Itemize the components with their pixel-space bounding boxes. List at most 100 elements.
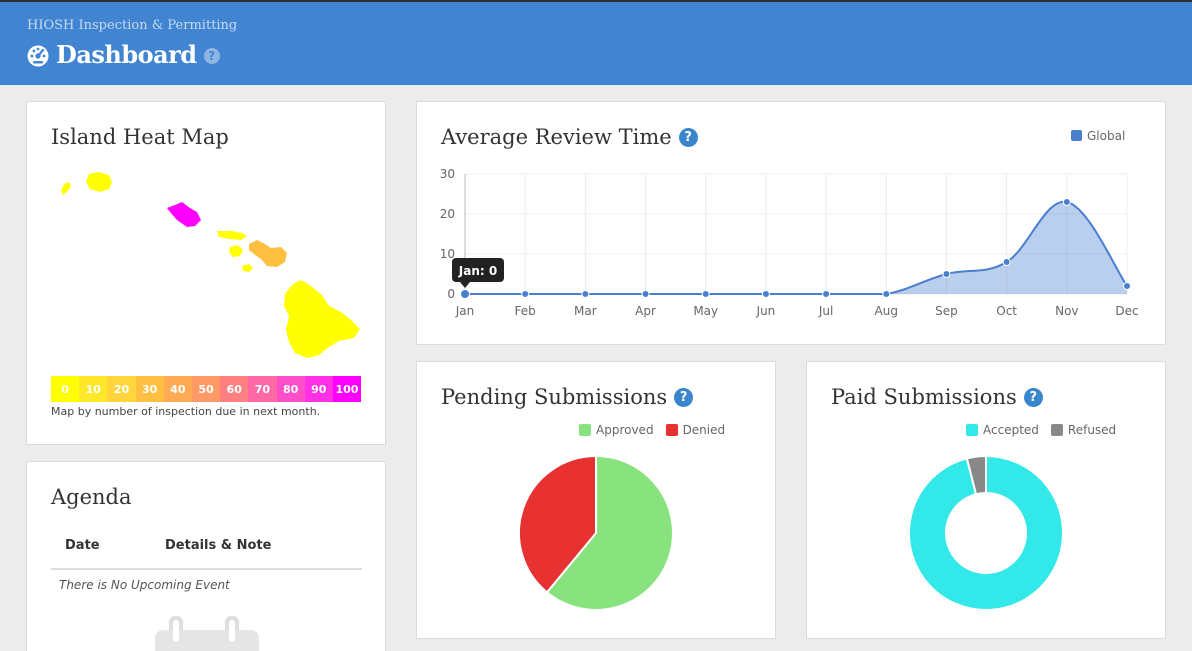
island-kahoolawe[interactable]: [242, 264, 253, 272]
pending-submissions-card: Pending Submissions ? Approved Denied: [416, 361, 776, 639]
legend-item-approved[interactable]: Approved: [579, 423, 654, 437]
legend-swatch: [1050, 424, 1063, 436]
island-molokai[interactable]: [217, 231, 247, 240]
tooltip-text: Jan: 0: [458, 264, 497, 278]
paid-donut-chart: [908, 454, 1064, 611]
legend-cell: 50: [191, 376, 221, 402]
paid-legend: Accepted Refused: [954, 423, 1116, 437]
legend-label: Accepted: [983, 423, 1039, 437]
data-point[interactable]: [761, 290, 770, 298]
legend-cell: 70: [248, 376, 277, 402]
legend-label: Refused: [1067, 423, 1117, 437]
legend-cell: 20: [107, 376, 136, 402]
legend-label: Denied: [682, 423, 726, 437]
data-point[interactable]: [581, 290, 590, 298]
x-tick-label: Aug: [875, 304, 898, 318]
island-oahu[interactable]: [167, 202, 201, 227]
y-tick-label: 0: [447, 287, 455, 301]
page-title: Dashboard: [56, 40, 197, 69]
review-time-title: Average Review Time: [441, 125, 672, 149]
app-name[interactable]: HIOSH Inspection & Permitting: [27, 18, 238, 33]
legend-label[interactable]: Global: [1087, 129, 1125, 143]
legend-cell: 40: [163, 376, 192, 402]
agenda-title: Agenda: [51, 485, 132, 509]
data-point[interactable]: [882, 290, 891, 298]
pending-legend: Approved Denied: [567, 423, 725, 437]
legend-cell: 60: [220, 376, 249, 402]
pending-title: Pending Submissions: [441, 385, 668, 409]
slice-denied[interactable]: [518, 454, 597, 594]
help-icon[interactable]: ?: [1023, 387, 1043, 407]
x-tick-label: Feb: [515, 304, 536, 318]
island-hawaii[interactable]: [284, 280, 360, 358]
agenda-col-details[interactable]: Details & Note: [165, 538, 272, 553]
tooltip: [452, 258, 504, 282]
hawaii-map: [61, 172, 360, 358]
slice-approved[interactable]: [545, 454, 674, 611]
data-point[interactable]: [1123, 282, 1131, 290]
x-tick-label: Oct: [996, 304, 1017, 318]
legend-label: Approved: [596, 423, 654, 437]
agenda-col-date[interactable]: Date: [65, 538, 100, 553]
heat-map-legend: 0 10 20 30 40 50 60 70 80 90 100: [51, 376, 362, 402]
island-maui[interactable]: [249, 240, 287, 267]
title-row: Dashboard ?: [26, 40, 220, 69]
legend-cell: 80: [276, 376, 305, 402]
review-time-chart: 0 10 20 30 Jan Feb Mar Apr May Jun Jul Aug Sep Oct Nov…: [440, 129, 1139, 318]
dashboard-icon: [27, 45, 49, 66]
y-tick-label: 20: [440, 207, 455, 221]
legend-cell: 100: [332, 376, 362, 402]
data-point[interactable]: [701, 290, 710, 298]
data-point[interactable]: [942, 270, 951, 278]
data-point[interactable]: [1062, 198, 1071, 206]
pending-title-row: Pending Submissions ?: [441, 385, 694, 409]
page-header: HIOSH Inspection & Permitting Dashboard …: [0, 0, 1192, 85]
heat-map-card: Island Heat Map 0 10 20 30 40 50 60 70 80 90 100 M…: [26, 101, 386, 445]
calendar-icon: [155, 616, 259, 651]
agenda-card: Agenda Date Details & Note There is No U…: [26, 461, 386, 651]
series-area: [465, 201, 1127, 294]
island-niihau[interactable]: [61, 182, 71, 195]
legend-cell: 0: [51, 376, 80, 402]
agenda-table-header: Date Details & Note: [51, 536, 362, 570]
agenda-empty-message: There is No Upcoming Event: [59, 578, 230, 592]
pending-pie-chart: [518, 454, 674, 611]
x-tick-label: Dec: [1115, 304, 1138, 318]
x-tick-label: Sep: [935, 304, 958, 318]
review-time-title-row: Average Review Time ?: [441, 125, 698, 149]
x-tick-label: Nov: [1055, 304, 1078, 318]
x-tick-label: Mar: [574, 304, 597, 318]
help-icon[interactable]: ?: [674, 387, 694, 407]
data-point[interactable]: [1002, 258, 1011, 266]
data-point[interactable]: [641, 290, 650, 298]
data-point[interactable]: [822, 290, 831, 298]
y-tick-label: 30: [440, 167, 455, 181]
paid-title: Paid Submissions: [831, 385, 1017, 409]
legend-cell: 30: [135, 376, 164, 402]
legend-swatch: [665, 424, 678, 436]
data-point[interactable]: [521, 290, 530, 298]
legend-item-refused[interactable]: Refused: [1050, 423, 1117, 437]
data-point[interactable]: [460, 289, 470, 299]
help-icon[interactable]: ?: [678, 127, 698, 147]
legend-item-denied[interactable]: Denied: [665, 423, 726, 437]
tooltip-arrow: [460, 282, 470, 288]
slice-accepted[interactable]: [908, 454, 1064, 611]
paid-submissions-card: Paid Submissions ? Accepted Refused: [806, 361, 1166, 639]
legend-swatch: [966, 424, 978, 436]
paid-title-row: Paid Submissions ?: [831, 385, 1043, 409]
x-tick-label: Jul: [818, 304, 833, 318]
slice-refused[interactable]: [965, 454, 987, 496]
x-tick-label: Apr: [635, 304, 656, 318]
island-lanai[interactable]: [229, 245, 243, 257]
legend-cell: 90: [304, 376, 333, 402]
legend-cell: 10: [79, 376, 108, 402]
x-tick-label: Jan: [455, 304, 475, 318]
island-kauai[interactable]: [86, 172, 112, 192]
help-icon[interactable]: ?: [203, 47, 220, 64]
legend-swatch: [1071, 130, 1082, 141]
x-tick-label: May: [693, 304, 718, 318]
review-time-card: Average Review Time ? 0 10 20 30 Jan Feb Mar Ap…: [416, 101, 1166, 345]
legend-item-accepted[interactable]: Accepted: [966, 423, 1039, 437]
y-tick-label: 10: [440, 247, 455, 261]
